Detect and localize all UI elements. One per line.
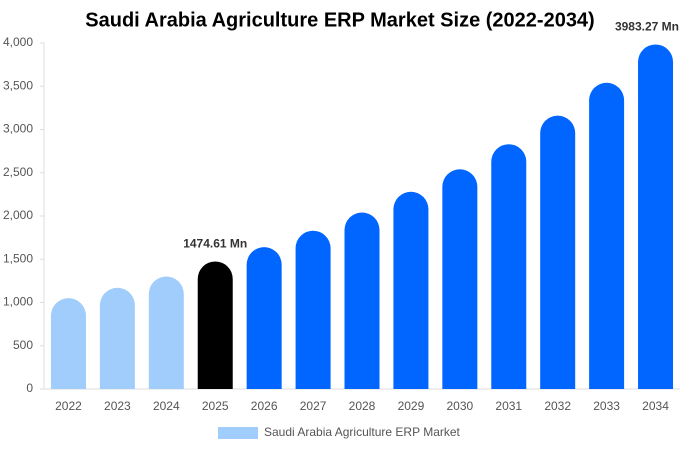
y-tick-label: 3,500 <box>3 78 33 92</box>
y-tick-label: 0 <box>26 381 33 395</box>
legend-swatch <box>218 427 258 439</box>
legend-label: Saudi Arabia Agriculture ERP Market <box>264 425 461 439</box>
x-tick-label: 2031 <box>495 399 522 413</box>
y-tick-label: 2,500 <box>3 165 33 179</box>
bar <box>442 169 478 389</box>
bar <box>99 287 135 389</box>
bar <box>197 261 233 389</box>
bar <box>148 276 184 389</box>
bar <box>638 44 674 389</box>
bar <box>295 230 331 389</box>
x-tick-label: 2030 <box>446 399 473 413</box>
x-tick-label: 2033 <box>593 399 620 413</box>
x-tick-label: 2029 <box>398 399 425 413</box>
bar <box>344 212 380 389</box>
x-tick-label: 2022 <box>55 399 82 413</box>
y-tick-label: 500 <box>13 338 33 352</box>
value-label: 1474.61 Mn <box>183 237 247 251</box>
y-tick-label: 4,000 <box>3 35 33 49</box>
y-tick-label: 2,000 <box>3 208 33 222</box>
x-tick-label: 2027 <box>300 399 327 413</box>
x-tick-label: 2028 <box>349 399 376 413</box>
bar <box>491 144 527 389</box>
x-tick-label: 2025 <box>202 399 229 413</box>
y-tick-label: 1,000 <box>3 295 33 309</box>
y-tick-label: 3,000 <box>3 122 33 136</box>
bar <box>246 247 282 389</box>
x-tick-label: 2026 <box>251 399 278 413</box>
bar <box>589 82 625 389</box>
x-tick-label: 2032 <box>544 399 571 413</box>
y-tick-label: 1,500 <box>3 251 33 265</box>
bar <box>540 115 576 389</box>
x-tick-label: 2034 <box>642 399 669 413</box>
bar <box>393 191 429 389</box>
x-tick-label: 2024 <box>153 399 180 413</box>
chart-title: Saudi Arabia Agriculture ERP Market Size… <box>85 9 594 31</box>
x-tick-label: 2023 <box>104 399 131 413</box>
value-label: 3983.27 Mn <box>615 20 679 34</box>
bar <box>50 298 86 389</box>
